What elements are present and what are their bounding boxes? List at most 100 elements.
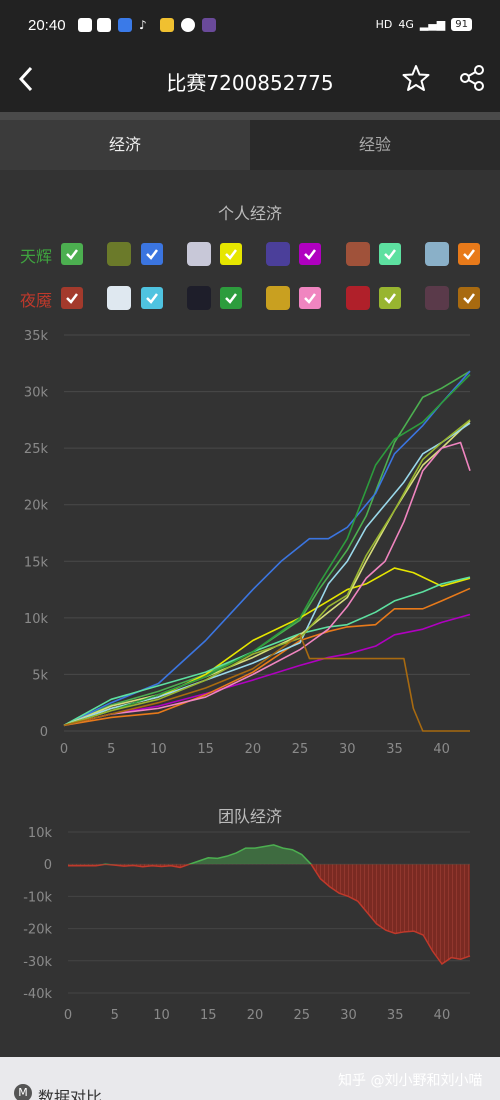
advantage-area-radiant (68, 844, 470, 865)
tab-economy[interactable]: 经济 (0, 120, 250, 170)
y-tick-label: -20k (23, 923, 52, 938)
hero-checkbox[interactable] (141, 287, 163, 309)
compare-bar[interactable] (0, 1057, 500, 1100)
compare-icon: M (14, 1084, 32, 1100)
hero-avatar (187, 242, 211, 266)
y-tick-label: -40k (23, 987, 52, 1002)
series-line (63, 422, 471, 727)
chat-icon (181, 18, 195, 32)
y-tick-label: 10k (24, 612, 49, 627)
tiktok-icon: ♪ (139, 18, 147, 32)
x-tick-label: 25 (293, 1008, 310, 1023)
hero-avatar (425, 242, 449, 266)
hero-avatar (187, 286, 211, 310)
hero-checkbox[interactable] (299, 287, 321, 309)
series-line (63, 441, 471, 727)
network-label: 4G (398, 18, 414, 31)
tab-bar: 经济 经验 (0, 120, 500, 170)
notification-icon (78, 18, 92, 32)
x-tick-label: 15 (197, 742, 214, 757)
tab-experience[interactable]: 经验 (250, 120, 500, 170)
y-tick-label: 0 (44, 858, 52, 873)
y-tick-label: 25k (24, 442, 49, 457)
legend-radiant: 天辉 (0, 241, 500, 269)
y-tick-label: 10k (28, 826, 53, 841)
status-right: HD 4G ▂▄▆ 91 (376, 18, 472, 31)
x-tick-label: 40 (434, 1008, 451, 1023)
hero-avatar (107, 242, 131, 266)
team-economy-chart: 10k 0 -10k -20k -30k -40k 0 5 10 15 20 25 30 35 40 (23, 826, 471, 1023)
series-line (63, 419, 471, 727)
dire-all-checkbox[interactable] (61, 287, 83, 309)
series-line (63, 587, 471, 727)
y-tick-label: 20k (24, 499, 49, 514)
series-line (63, 370, 471, 727)
radiant-label: 天辉 (20, 247, 53, 266)
x-tick-label: 5 (111, 1008, 119, 1023)
y-tick-label: -10k (23, 890, 52, 905)
x-tick-label: 10 (153, 1008, 170, 1023)
compare-label[interactable]: 数据对比 (38, 1088, 103, 1100)
y-tick-label: 15k (24, 555, 49, 570)
y-tick-label: 5k (32, 668, 48, 683)
x-tick-label: 10 (150, 742, 167, 757)
battery-level: 91 (451, 18, 472, 31)
x-tick-label: 40 (433, 742, 450, 757)
x-tick-label: 20 (247, 1008, 264, 1023)
x-tick-label: 0 (60, 742, 68, 757)
hero-avatar (107, 286, 131, 310)
series-line (63, 374, 471, 727)
y-tick-label: 0 (40, 725, 48, 740)
hero-checkbox[interactable] (299, 243, 321, 265)
personal-economy-chart: 0 5k 10k 15k 20k 25k 30k 35k 0 5 10 15 20 25 30 35 40 (24, 329, 471, 757)
x-tick-label: 15 (200, 1008, 217, 1023)
radiant-all-checkbox[interactable] (61, 243, 83, 265)
y-tick-label: 30k (24, 386, 49, 401)
series-line (63, 370, 471, 727)
hero-avatar (346, 242, 370, 266)
x-tick-label: 30 (339, 742, 356, 757)
app-icon (118, 18, 132, 32)
x-tick-label: 35 (386, 742, 403, 757)
x-tick-label: 25 (292, 742, 309, 757)
series-line (63, 576, 471, 727)
hero-checkbox[interactable] (458, 287, 480, 309)
y-tick-label: -30k (23, 955, 52, 970)
star-icon[interactable] (402, 64, 430, 96)
x-tick-label: 20 (245, 742, 262, 757)
series-line (63, 613, 471, 727)
team-economy-title: 团队经济 (217, 807, 282, 826)
app-icon (202, 18, 216, 32)
hero-checkbox[interactable] (220, 287, 242, 309)
x-tick-label: 5 (107, 742, 115, 757)
hero-avatar (266, 286, 290, 310)
status-bar: 20:40 ♪ HD 4G ▂▄▆ 91 (0, 0, 500, 50)
series-line (63, 420, 471, 727)
back-icon[interactable] (16, 64, 36, 100)
app-header: 比赛7200852775 (0, 50, 500, 112)
page-title: 比赛7200852775 (166, 71, 334, 95)
legend-dire: 夜魇 (0, 285, 500, 313)
hd-label: HD (375, 18, 393, 31)
signal-icon: ▂▄▆ (419, 18, 446, 31)
app-icon (160, 18, 174, 32)
mail-icon (97, 18, 111, 32)
watermark: 知乎 @刘小野和刘小喵 (338, 1073, 483, 1089)
hero-checkbox[interactable] (379, 287, 401, 309)
dire-label: 夜魇 (20, 291, 53, 310)
hero-checkbox[interactable] (141, 243, 163, 265)
status-time: 20:40 (28, 17, 66, 34)
hero-avatar (425, 286, 449, 310)
series-line (63, 634, 470, 732)
share-icon[interactable] (458, 64, 486, 96)
x-tick-label: 35 (387, 1008, 404, 1023)
hero-checkbox[interactable] (458, 243, 480, 265)
x-tick-label: 0 (64, 1008, 72, 1023)
advantage-line-radiant (100, 844, 312, 865)
advantage-line-dire (68, 864, 471, 966)
hero-avatar (266, 242, 290, 266)
hero-checkbox[interactable] (220, 243, 242, 265)
x-tick-label: 30 (340, 1008, 357, 1023)
advantage-area-dire (68, 864, 470, 965)
hero-checkbox[interactable] (379, 243, 401, 265)
